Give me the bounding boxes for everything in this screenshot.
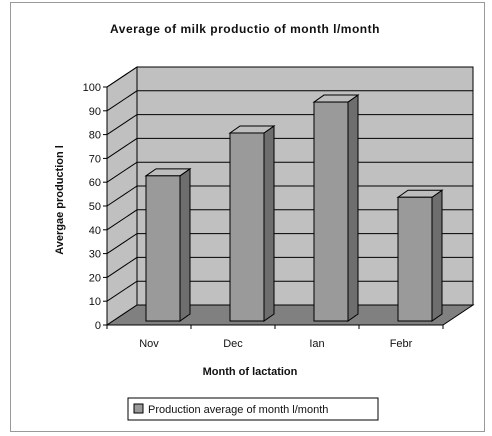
x-tick-label: Nov: [139, 338, 159, 350]
y-tick-label: 80: [89, 130, 101, 142]
bar-side: [263, 125, 275, 322]
x-tick-label: Ian: [309, 338, 324, 350]
gridline: [106, 137, 473, 159]
y-tick-label: 0: [95, 320, 101, 332]
legend: Production average of month l/month: [127, 397, 379, 421]
y-tick-label: 70: [89, 153, 101, 165]
y-tick-label: 90: [89, 106, 101, 118]
x-axis-ticks: Nov Dec Ian Febr: [106, 324, 444, 350]
gridline: [106, 256, 473, 278]
gridline: [106, 66, 473, 88]
bar-front: [229, 132, 265, 322]
bar-dec: [228, 125, 276, 322]
chart-frame: [10, 2, 485, 432]
gridline: [106, 114, 473, 136]
gridline: [106, 280, 473, 302]
bar-front: [313, 101, 349, 322]
bars: [144, 94, 444, 322]
bar-side: [179, 167, 191, 322]
legend-swatch: [133, 403, 144, 414]
y-tick-label: 20: [89, 272, 101, 284]
legend-box: [127, 397, 379, 421]
bar-nov: [144, 167, 192, 322]
gridline: [106, 185, 473, 207]
bar-side: [431, 189, 443, 322]
y-tick-label: 30: [89, 249, 101, 261]
chart-title: Average of milk productio of month l/mon…: [110, 22, 380, 36]
y-axis-ticks: 0 10 20 30 40 50 60 70 80 90 100: [83, 82, 108, 332]
y-tick-label: 10: [89, 296, 101, 308]
bar-febr: [396, 189, 444, 322]
bar-front: [397, 196, 433, 322]
y-tick-label: 60: [89, 177, 101, 189]
x-axis-label: Month of lactation: [203, 366, 298, 378]
bar-front: [145, 175, 181, 322]
gridlines: [106, 66, 473, 302]
legend-label: Production average of month l/month: [148, 404, 328, 416]
y-tick-label: 40: [89, 225, 101, 237]
x-tick-label: Dec: [223, 338, 243, 350]
gridline: [106, 90, 473, 112]
bar-side: [347, 94, 359, 322]
y-axis-label: Avergae production l: [54, 145, 66, 255]
gridline: [106, 233, 473, 255]
y-tick-label: 100: [83, 82, 101, 94]
bar-ian: [312, 94, 360, 322]
gridline: [106, 161, 473, 183]
x-tick-label: Febr: [390, 338, 413, 350]
y-tick-label: 50: [89, 201, 101, 213]
gridline: [106, 209, 473, 231]
